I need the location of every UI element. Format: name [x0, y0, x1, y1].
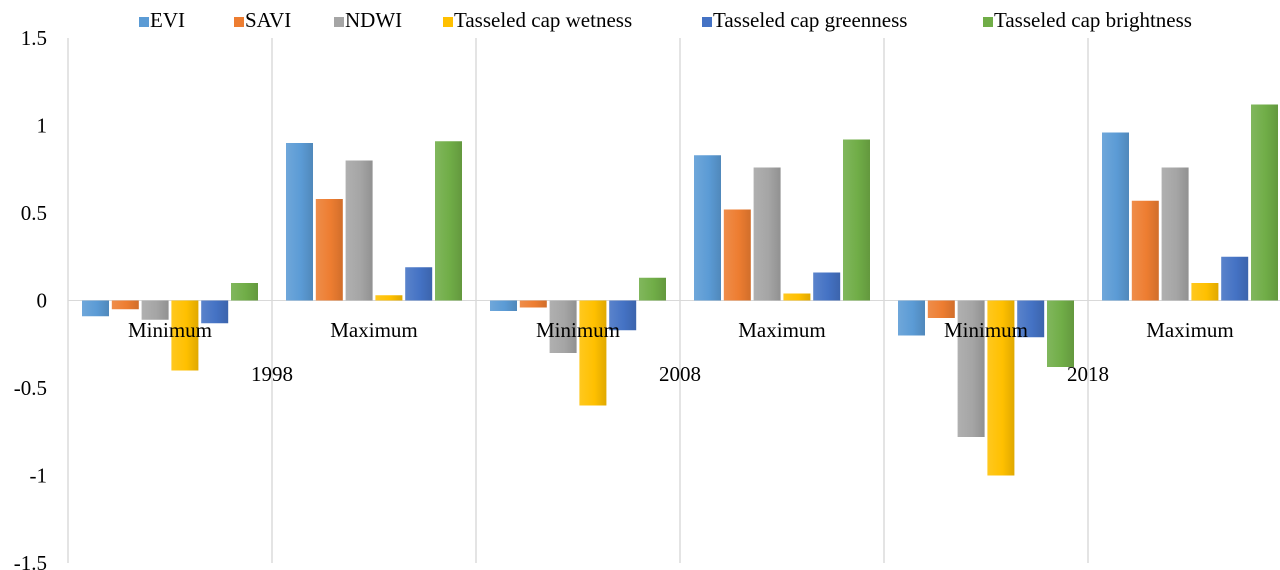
bar-1998-minimum-evi [82, 300, 109, 317]
bar-2008-minimum-tasseled-cap-wetness [579, 300, 607, 406]
legend-label-tasseled-cap-greenness: Tasseled cap greenness [713, 8, 907, 32]
x-category-label: Minimum [128, 318, 212, 342]
y-axis: 1.5 1 0.5 0 -0.5 -1 -1.5 [14, 26, 47, 570]
bar-1998-maximum-ndwi [345, 160, 373, 301]
x-category-label: Minimum [944, 318, 1028, 342]
legend-swatch-tasseled-cap-brightness [983, 17, 993, 27]
bar-2008-maximum-savi [723, 209, 751, 301]
y-tick-label: 1.5 [21, 26, 47, 50]
legend-label-evi: EVI [150, 8, 185, 32]
bar-2008-maximum-tasseled-cap-wetness [783, 293, 811, 301]
bar-1998-minimum-ndwi [141, 300, 169, 320]
bar-2008-minimum-savi [519, 300, 547, 308]
bar-2018-minimum-tasseled-cap-brightness [1047, 300, 1074, 367]
y-tick-label: 0 [37, 289, 48, 313]
bar-2008-minimum-tasseled-cap-brightness [639, 277, 666, 301]
bar-2018-maximum-tasseled-cap-brightness [1251, 104, 1278, 301]
legend-item-tasseled-cap-greenness: Tasseled cap greenness [702, 8, 907, 32]
y-tick-label: 1 [37, 114, 48, 138]
legend-swatch-savi [234, 17, 244, 27]
legend-item-tasseled-cap-brightness: Tasseled cap brightness [983, 8, 1192, 32]
legend-swatch-tasseled-cap-greenness [702, 17, 712, 27]
x-group-label: 2008 [659, 362, 701, 386]
x-group-label: 1998 [251, 362, 293, 386]
legend-swatch-ndwi [334, 17, 344, 27]
bar-2008-maximum-ndwi [753, 167, 781, 301]
bar-2008-minimum-tasseled-cap-greenness [609, 300, 637, 331]
bar-2018-minimum-ndwi [957, 300, 985, 437]
legend-label-savi: SAVI [245, 8, 291, 32]
bar-1998-maximum-tasseled-cap-greenness [405, 267, 433, 301]
bar-2018-minimum-savi [927, 300, 955, 318]
bar-2018-minimum-tasseled-cap-greenness [1017, 300, 1045, 338]
legend-swatch-tasseled-cap-wetness [443, 17, 453, 27]
legend-label-tasseled-cap-wetness: Tasseled cap wetness [454, 8, 632, 32]
bar-1998-maximum-savi [315, 199, 343, 301]
bar-2008-maximum-tasseled-cap-brightness [843, 139, 870, 301]
y-tick-label: 0.5 [21, 201, 47, 225]
bar-2008-minimum-evi [490, 300, 517, 311]
bar-2018-minimum-evi [898, 300, 925, 336]
bar-2018-maximum-evi [1102, 132, 1129, 301]
bar-2018-maximum-tasseled-cap-wetness [1191, 283, 1219, 301]
x-category-label: Maximum [1146, 318, 1234, 342]
bar-1998-maximum-tasseled-cap-brightness [435, 141, 462, 301]
bar-1998-minimum-tasseled-cap-wetness [171, 300, 199, 371]
bar-2018-maximum-tasseled-cap-greenness [1221, 256, 1249, 301]
bar-2018-minimum-tasseled-cap-wetness [987, 300, 1015, 476]
y-tick-label: -1.5 [14, 551, 47, 570]
bar-1998-minimum-savi [111, 300, 139, 310]
legend-label-ndwi: NDWI [345, 8, 402, 32]
y-tick-label: -1 [30, 464, 48, 488]
legend-swatch-evi [139, 17, 149, 27]
y-tick-label: -0.5 [14, 376, 47, 400]
bar-2018-maximum-ndwi [1161, 167, 1189, 301]
x-category-label: Minimum [536, 318, 620, 342]
bar-1998-minimum-tasseled-cap-brightness [231, 283, 258, 301]
legend-label-tasseled-cap-brightness: Tasseled cap brightness [994, 8, 1192, 32]
legend-item-savi: SAVI [234, 8, 291, 32]
x-category-label: Maximum [330, 318, 418, 342]
x-group-label: 2018 [1067, 362, 1109, 386]
bar-2008-maximum-tasseled-cap-greenness [813, 272, 841, 301]
legend-item-tasseled-cap-wetness: Tasseled cap wetness [443, 8, 632, 32]
x-axis-labels: Minimum Maximum Minimum Maximum Minimum Maxim… [128, 318, 1234, 386]
x-category-label: Maximum [738, 318, 826, 342]
bar-1998-maximum-evi [286, 143, 313, 301]
bar-2008-maximum-evi [694, 155, 721, 301]
bar-2008-minimum-ndwi [549, 300, 577, 353]
chart-legend: EVI SAVI NDWI Tasseled cap wetness Tasseled … [139, 8, 1192, 32]
bars [82, 104, 1278, 476]
legend-item-ndwi: NDWI [334, 8, 402, 32]
bar-2018-maximum-savi [1131, 200, 1159, 301]
legend-item-evi: EVI [139, 8, 185, 32]
bar-1998-minimum-tasseled-cap-greenness [201, 300, 229, 324]
bar-1998-maximum-tasseled-cap-wetness [375, 295, 403, 301]
